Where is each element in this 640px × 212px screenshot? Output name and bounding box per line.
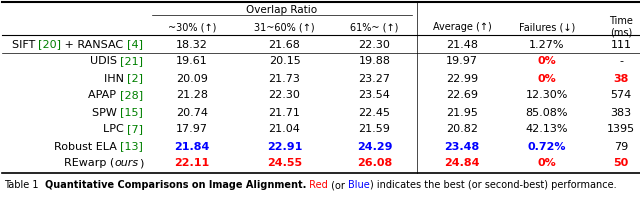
Text: 12.30%: 12.30% xyxy=(526,91,568,100)
Text: UDIS: UDIS xyxy=(90,57,120,67)
Text: 0%: 0% xyxy=(538,57,556,67)
Text: APAP: APAP xyxy=(88,91,120,100)
Text: 0%: 0% xyxy=(538,74,556,84)
Text: 17.97: 17.97 xyxy=(176,124,208,134)
Text: 23.48: 23.48 xyxy=(444,141,479,152)
Text: [4]: [4] xyxy=(127,39,143,49)
Text: Quantitative Comparisons on Image Alignment.: Quantitative Comparisons on Image Alignm… xyxy=(45,180,306,190)
Text: 23.27: 23.27 xyxy=(358,74,390,84)
Text: 21.95: 21.95 xyxy=(446,107,478,117)
Text: Table 1: Table 1 xyxy=(4,180,45,190)
Text: 38: 38 xyxy=(613,74,628,84)
Text: Robust ELA: Robust ELA xyxy=(54,141,120,152)
Text: [28]: [28] xyxy=(120,91,143,100)
Text: 21.73: 21.73 xyxy=(269,74,300,84)
Text: [15]: [15] xyxy=(120,107,143,117)
Text: 23.54: 23.54 xyxy=(358,91,390,100)
Text: 1.27%: 1.27% xyxy=(529,39,564,49)
Text: Blue: Blue xyxy=(348,180,370,190)
Text: 0%: 0% xyxy=(538,159,556,169)
Text: 22.99: 22.99 xyxy=(446,74,478,84)
Text: 0.72%: 0.72% xyxy=(528,141,566,152)
Text: 19.97: 19.97 xyxy=(446,57,478,67)
Text: 21.48: 21.48 xyxy=(446,39,478,49)
Text: 22.30: 22.30 xyxy=(358,39,390,49)
Text: [20]: [20] xyxy=(38,39,61,49)
Text: -: - xyxy=(619,57,623,67)
Text: 21.71: 21.71 xyxy=(269,107,300,117)
Text: [2]: [2] xyxy=(127,74,143,84)
Text: 24.84: 24.84 xyxy=(444,159,480,169)
Text: Overlap Ratio: Overlap Ratio xyxy=(246,5,317,15)
Text: 20.82: 20.82 xyxy=(446,124,478,134)
Text: 21.84: 21.84 xyxy=(174,141,210,152)
Text: 111: 111 xyxy=(611,39,632,49)
Text: ours: ours xyxy=(115,159,139,169)
Text: [7]: [7] xyxy=(127,124,143,134)
Text: 22.45: 22.45 xyxy=(358,107,390,117)
Text: LPC: LPC xyxy=(103,124,127,134)
Text: 22.30: 22.30 xyxy=(269,91,300,100)
Text: 21.28: 21.28 xyxy=(176,91,208,100)
Text: 22.69: 22.69 xyxy=(446,91,478,100)
Text: 20.74: 20.74 xyxy=(176,107,208,117)
Text: 21.68: 21.68 xyxy=(269,39,300,49)
Text: 574: 574 xyxy=(611,91,632,100)
Text: 21.59: 21.59 xyxy=(358,124,390,134)
Text: 24.29: 24.29 xyxy=(356,141,392,152)
Text: 1395: 1395 xyxy=(607,124,635,134)
Text: IHN: IHN xyxy=(104,74,127,84)
Text: ) indicates the best (or second-best) performance.: ) indicates the best (or second-best) pe… xyxy=(370,180,616,190)
Text: 21.04: 21.04 xyxy=(269,124,300,134)
Text: 20.09: 20.09 xyxy=(176,74,208,84)
Text: Time
(ms): Time (ms) xyxy=(609,16,633,38)
Text: 19.88: 19.88 xyxy=(358,57,390,67)
Text: 61%~ (↑): 61%~ (↑) xyxy=(350,22,399,32)
Text: SPW: SPW xyxy=(92,107,120,117)
Text: Red: Red xyxy=(306,180,328,190)
Text: (or: (or xyxy=(328,180,348,190)
Text: REwarp (: REwarp ( xyxy=(64,159,115,169)
Text: ~30% (↑): ~30% (↑) xyxy=(168,22,216,32)
Text: 20.15: 20.15 xyxy=(269,57,300,67)
Text: ): ) xyxy=(139,159,143,169)
Text: [21]: [21] xyxy=(120,57,143,67)
Text: + RANSAC: + RANSAC xyxy=(61,39,127,49)
Text: 18.32: 18.32 xyxy=(176,39,208,49)
Text: 79: 79 xyxy=(614,141,628,152)
Text: SIFT: SIFT xyxy=(12,39,38,49)
Text: Average (↑): Average (↑) xyxy=(433,22,492,32)
Text: [13]: [13] xyxy=(120,141,143,152)
Text: 24.55: 24.55 xyxy=(267,159,302,169)
Text: 19.61: 19.61 xyxy=(176,57,208,67)
Text: 22.91: 22.91 xyxy=(267,141,302,152)
Text: 42.13%: 42.13% xyxy=(525,124,568,134)
Text: 383: 383 xyxy=(611,107,632,117)
Text: 26.08: 26.08 xyxy=(357,159,392,169)
Text: Failures (↓): Failures (↓) xyxy=(519,22,575,32)
Text: 31~60% (↑): 31~60% (↑) xyxy=(254,22,315,32)
Text: 85.08%: 85.08% xyxy=(525,107,568,117)
Text: 22.11: 22.11 xyxy=(174,159,210,169)
Text: 50: 50 xyxy=(613,159,628,169)
